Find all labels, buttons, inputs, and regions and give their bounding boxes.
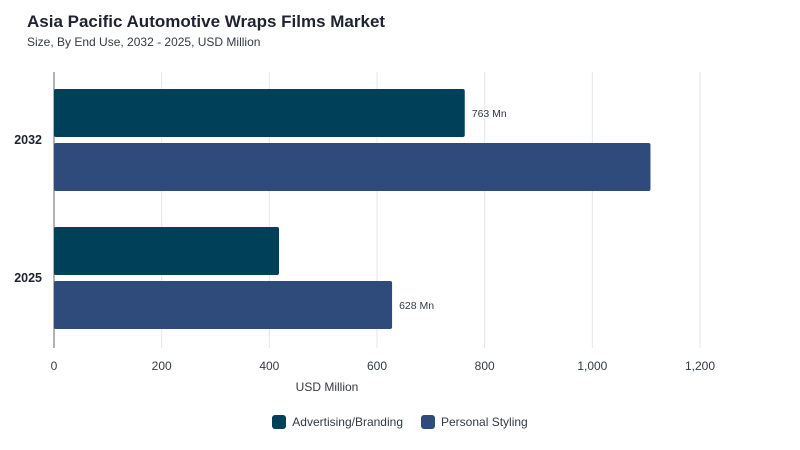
legend-label-personal-styling: Personal Styling <box>441 415 528 429</box>
legend: Advertising/Branding Personal Styling <box>0 415 800 429</box>
x-tick-label: 0 <box>51 359 58 373</box>
bar <box>54 227 280 275</box>
x-tick-label: 800 <box>475 359 495 373</box>
x-tick-label: 600 <box>367 359 387 373</box>
x-tick-label: 400 <box>259 359 279 373</box>
x-tick-label: 1,200 <box>685 359 715 373</box>
chart-title: Asia Pacific Automotive Wraps Films Mark… <box>27 12 386 31</box>
chart-subtitle: Size, By End Use, 2032 - 2025, USD Milli… <box>27 35 261 49</box>
x-axis-title: USD Million <box>296 380 359 394</box>
x-tick-label: 1,000 <box>577 359 607 373</box>
legend-item-advertising[interactable]: Advertising/Branding <box>272 415 403 429</box>
category-label: 2025 <box>14 271 42 285</box>
legend-label-advertising: Advertising/Branding <box>292 415 403 429</box>
legend-item-personal-styling[interactable]: Personal Styling <box>421 415 528 429</box>
bar <box>54 281 393 329</box>
category-label: 2032 <box>14 133 42 147</box>
data-label: 763 Mn <box>472 108 507 120</box>
legend-swatch-advertising <box>272 415 287 429</box>
bar <box>54 143 651 191</box>
data-label: 628 Mn <box>399 300 434 312</box>
bar <box>54 89 465 137</box>
legend-swatch-personal-styling <box>421 415 435 429</box>
x-tick-label: 200 <box>152 359 172 373</box>
